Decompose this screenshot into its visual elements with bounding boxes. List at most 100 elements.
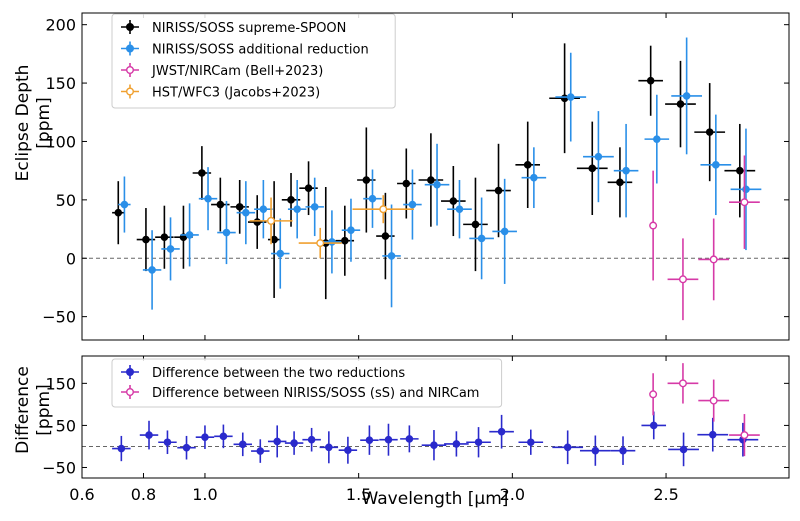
- data-point: [139, 420, 159, 450]
- data-point: [251, 439, 270, 463]
- marker: [452, 440, 461, 448]
- marker: [387, 252, 396, 260]
- data-point: [198, 167, 218, 231]
- data-point: [338, 436, 358, 464]
- data-point: [118, 176, 131, 233]
- data-point: [112, 435, 131, 462]
- data-point: [271, 218, 290, 289]
- marker: [566, 93, 575, 101]
- marker: [219, 432, 228, 441]
- marker: [304, 184, 313, 192]
- marker: [347, 226, 355, 235]
- series-hst-wfc3-jacobs-2023: [249, 195, 414, 259]
- marker: [160, 233, 169, 242]
- marker: [235, 203, 244, 211]
- difference-panel: −50 50 150 0.6 0.8 1.0 1.5 2.0 2.5 Difference b…: [13, 355, 790, 509]
- marker: [649, 421, 658, 430]
- marker: [676, 100, 685, 108]
- marker: [290, 439, 298, 447]
- legend-label: NIRISS/SOSS additional reduction: [152, 43, 369, 58]
- y-tick-label: 0: [66, 249, 76, 268]
- data-point: [607, 147, 633, 218]
- marker: [222, 228, 231, 237]
- marker: [474, 438, 483, 447]
- marker: [307, 435, 316, 444]
- data-point: [444, 431, 469, 457]
- marker: [166, 245, 175, 253]
- legend-marker: [125, 87, 134, 96]
- difference-y-label-line1: Difference: [13, 366, 33, 454]
- marker: [653, 135, 661, 143]
- marker: [341, 236, 349, 245]
- marker: [253, 218, 262, 226]
- y-tick-label: 150: [45, 74, 76, 93]
- marker: [530, 173, 538, 182]
- eclipse-depth-legend: NIRISS/SOSS supreme-SPOON NIRISS/SOSS add…: [111, 13, 396, 109]
- data-point: [555, 52, 587, 142]
- marker: [523, 161, 532, 169]
- data-point: [613, 123, 639, 218]
- marker: [591, 446, 600, 455]
- x-tick-label: 1.5: [346, 485, 371, 504]
- data-point: [518, 429, 544, 455]
- legend-label: NIRISS/SOSS supreme-SPOON: [152, 21, 346, 36]
- y-tick-label: 200: [45, 16, 76, 35]
- marker: [494, 186, 503, 195]
- marker: [328, 238, 336, 246]
- data-point: [233, 432, 252, 457]
- eclipse-depth-y-ticks: −50 0 50 100 150 200: [42, 16, 789, 327]
- data-point: [112, 181, 125, 245]
- legend-marker: [125, 44, 134, 53]
- data-point: [195, 425, 215, 449]
- data-point: [254, 180, 273, 239]
- marker: [185, 231, 194, 239]
- marker: [430, 441, 438, 449]
- data-point: [287, 180, 307, 239]
- marker: [560, 94, 569, 103]
- data-point: [521, 147, 547, 209]
- marker: [198, 169, 206, 177]
- marker: [114, 208, 123, 217]
- eclipse-depth-y-label-line1: Eclipse Depth: [13, 65, 33, 182]
- marker: [500, 227, 509, 236]
- legend-label: Difference between NIRISS/SOSS (sS) and …: [152, 386, 479, 401]
- marker: [379, 205, 388, 214]
- data-point: [284, 431, 304, 455]
- marker: [477, 234, 486, 243]
- marker: [619, 446, 627, 455]
- marker: [216, 200, 225, 209]
- data-point: [667, 238, 699, 321]
- difference-legend: Difference between the two reductions Dif…: [111, 358, 503, 408]
- marker: [365, 436, 374, 444]
- data-point: [729, 155, 760, 249]
- marker: [148, 266, 156, 274]
- data-point: [319, 431, 339, 464]
- marker: [709, 396, 718, 405]
- difference-y-ticks: −50 50 150: [42, 374, 789, 477]
- data-point: [214, 424, 233, 449]
- marker: [712, 161, 720, 169]
- data-point: [363, 169, 382, 228]
- legend-entry: NIRISS/SOSS supreme-SPOON: [121, 20, 346, 36]
- data-point: [379, 423, 398, 456]
- data-point: [341, 198, 361, 262]
- data-point: [136, 208, 156, 272]
- x-axis-label: Wavelength [μm]: [362, 489, 509, 509]
- marker: [368, 194, 377, 203]
- marker: [433, 180, 441, 189]
- legend-entry: NIRISS/SOSS additional reduction: [121, 41, 369, 58]
- marker: [287, 196, 295, 204]
- marker: [679, 445, 688, 454]
- marker: [405, 435, 414, 443]
- data-point: [697, 417, 729, 452]
- legend-label: Difference between the two reductions: [152, 366, 405, 381]
- data-point: [649, 170, 658, 281]
- series-jwst-nircam-bell-2023: [649, 155, 760, 321]
- legend-marker: [125, 388, 134, 397]
- data-point: [441, 165, 466, 237]
- legend-marker: [125, 23, 134, 32]
- marker: [256, 447, 265, 455]
- series-niriss-soss-additional-reduction: [118, 37, 762, 310]
- marker: [736, 166, 744, 175]
- marker: [594, 152, 603, 161]
